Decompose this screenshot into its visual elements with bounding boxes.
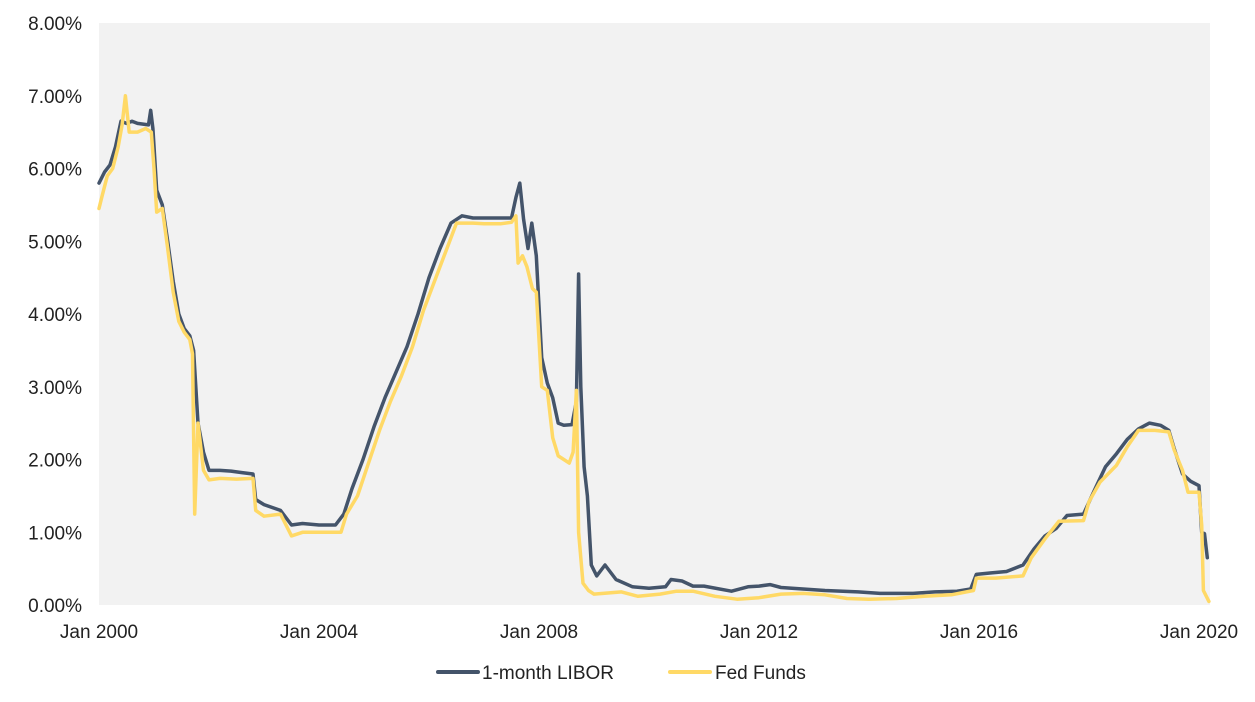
x-tick-label: Jan 2012	[720, 622, 798, 643]
y-tick-label: 6.00%	[28, 160, 82, 181]
legend-label-libor: 1-month LIBOR	[482, 663, 614, 684]
y-tick-label: 5.00%	[28, 232, 82, 253]
legend-label-fed-funds: Fed Funds	[715, 663, 806, 684]
series-line-libor	[97, 108, 1210, 596]
y-axis: 0.00% 1.00% 2.00% 3.00% 4.00% 5.00% 6.00% 7.00%…	[28, 14, 82, 617]
y-tick-label: 0.00%	[28, 596, 82, 617]
x-tick-label: Jan 2004	[280, 622, 359, 643]
y-tick-label: 8.00%	[28, 14, 82, 35]
y-tick-label: 3.00%	[28, 378, 82, 399]
legend: 1-month LIBOR Fed Funds	[436, 663, 806, 684]
x-axis: Jan 2000 Jan 2004 Jan 2008 Jan 2012 Jan 2016…	[60, 622, 1238, 643]
y-tick-label: 7.00%	[28, 87, 82, 108]
x-tick-label: Jan 2008	[500, 622, 578, 643]
series-layer	[97, 94, 1211, 604]
y-tick-label: 4.00%	[28, 305, 82, 326]
series-line-fed-funds	[97, 94, 1211, 604]
y-tick-label: 1.00%	[28, 523, 82, 544]
x-tick-label: Jan 2000	[60, 622, 138, 643]
plot-area	[99, 23, 1210, 605]
x-tick-label: Jan 2016	[940, 622, 1018, 643]
x-tick-label: Jan 2020	[1160, 622, 1238, 643]
y-tick-label: 2.00%	[28, 451, 82, 472]
